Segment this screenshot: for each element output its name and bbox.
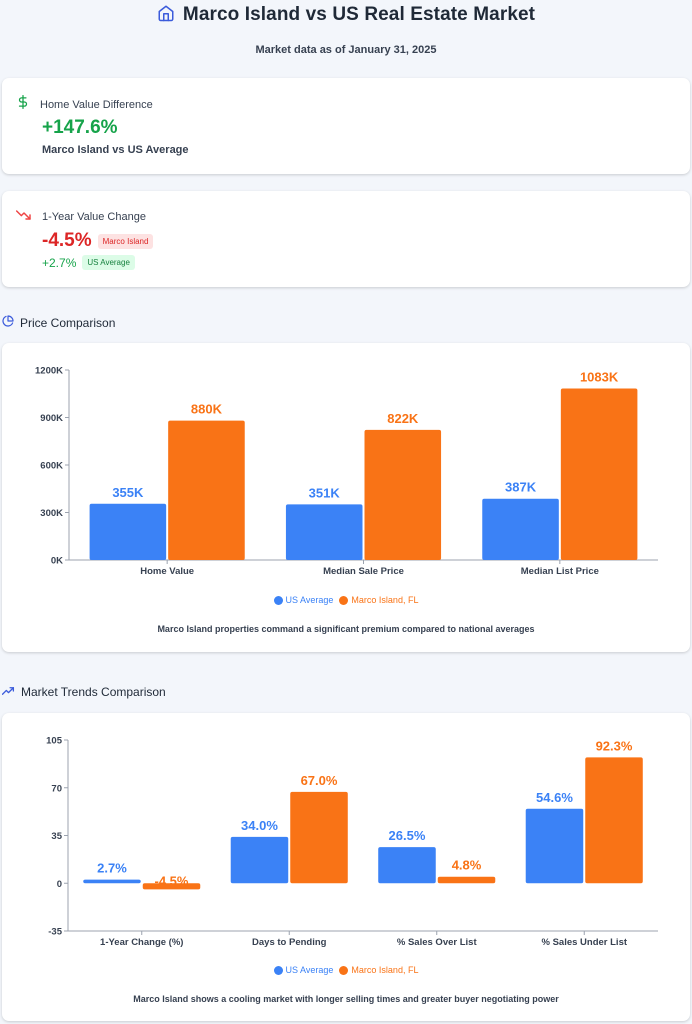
year-change-label: 1-Year Value Change [42,211,146,223]
legend-dot-us [273,595,283,605]
data-label: 351K [309,485,341,500]
legend-dot-us [273,965,283,975]
y-tick-label: 70 [51,783,62,794]
page-title: Marco Island vs US Real Estate Market [182,4,536,25]
market-trends-title: Market Trends Comparison [21,685,166,699]
legend-label-us: US Average [285,965,334,975]
legend-dot-marco [339,595,349,605]
x-tick-label: 1-Year Change (%) [100,937,183,948]
bar-marco [168,420,245,560]
legend-label-marco: Marco Island, FL [351,965,419,975]
dollar-icon [16,94,30,115]
x-tick-label: Home Value [140,566,194,577]
trending-down-icon [15,208,32,226]
home-value-card: Home Value Difference +147.6% Marco Isla… [2,78,690,174]
y-tick-label: 105 [46,736,63,747]
y-tick-label: -35 [48,927,62,938]
bar-marco [585,757,643,884]
x-tick-label: % Sales Under List [541,937,627,948]
legend-label-us: US Average [285,595,334,605]
legend-item-us[interactable]: US Average [273,965,334,975]
y-tick-label: 0 [57,879,62,890]
home-value-subtitle: Marco Island vs US Average [42,144,189,156]
x-tick-label: Median List Price [521,566,599,577]
data-label: 54.6% [536,790,573,805]
marco-island-badge: Marco Island [97,233,154,249]
bar-marco [437,876,496,884]
legend-item-us[interactable]: US Average [273,595,334,605]
legend-dot-marco [339,965,349,975]
trends-chart-card: -35 0 35 70 105 1-Year Change (%) 2.7% -4.5% Day… [2,713,690,1021]
trends-chart-legend: US Average Marco Island, FL [2,965,690,975]
us-change-value: +2.7% [42,255,77,270]
home-value-label: Home Value Difference [40,98,153,111]
price-comparison-heading: Price Comparison [2,315,115,330]
trends-chart-caption: Marco Island shows a cooling market with… [133,994,559,1004]
data-label: 355K [112,485,144,500]
bar-marco [142,883,201,890]
data-label: 4.8% [452,858,482,873]
data-label: 26.5% [389,828,426,843]
data-label: 92.3% [596,738,633,753]
data-label: 67.0% [301,773,338,788]
bar-marco [364,429,442,560]
data-label: 387K [505,480,537,495]
data-label: 880K [191,402,223,417]
y-tick-label: 0K [51,556,63,567]
y-tick-label: 35 [51,831,62,842]
bar-us [525,808,584,884]
legend-item-marco[interactable]: Marco Island, FL [339,965,418,975]
price-bar-chart: 0K 300K 600K 900K 1200K Home Value 355K 880K Med… [35,366,658,577]
data-date: Market data as of January 31, 2025 [255,44,437,56]
year-change-card: 1-Year Value Change -4.5% Marco Island +… [2,191,690,287]
home-icon [157,4,175,27]
y-tick-label: 900K [40,413,63,424]
x-tick-label: Median Sale Price [323,566,404,577]
us-average-badge: US Average [82,255,135,270]
data-label: 2.7% [97,861,127,876]
x-tick-label: Days to Pending [252,937,327,948]
data-label: 1083K [580,370,619,385]
trends-bar-chart: -35 0 35 70 105 1-Year Change (%) 2.7% -4.5% Day… [46,736,658,948]
trending-up-icon [1,685,15,699]
data-label: -4.5% [155,873,189,888]
home-value-difference: +147.6% [42,117,118,138]
bar-us [378,847,436,884]
bar-marco [560,388,638,560]
bar-us [83,879,141,884]
bar-marco [290,791,348,884]
bar-us [285,504,363,560]
price-chart-legend: US Average Marco Island, FL [2,595,690,605]
y-tick-label: 600K [40,461,63,472]
bar-us [482,498,559,560]
data-label: 34.0% [241,818,278,833]
y-tick-label: 300K [40,508,63,519]
legend-label-marco: Marco Island, FL [351,595,419,605]
legend-item-marco[interactable]: Marco Island, FL [339,595,418,605]
data-label: 822K [387,411,419,426]
price-comparison-title: Price Comparison [20,315,116,330]
bar-us [89,503,167,560]
y-tick-label: 1200K [35,366,63,377]
price-chart-card: 0K 300K 600K 900K 1200K Home Value 355K 880K Med… [2,343,690,652]
bar-us [230,836,289,884]
marco-change-value: -4.5% [42,230,92,251]
page-header: Marco Island vs US Real Estate Market Ma… [0,0,692,56]
market-trends-heading: Market Trends Comparison [1,685,166,699]
price-chart-caption: Marco Island properties command a signif… [157,624,535,634]
x-tick-label: % Sales Over List [397,937,478,948]
pie-chart-icon [2,315,14,330]
